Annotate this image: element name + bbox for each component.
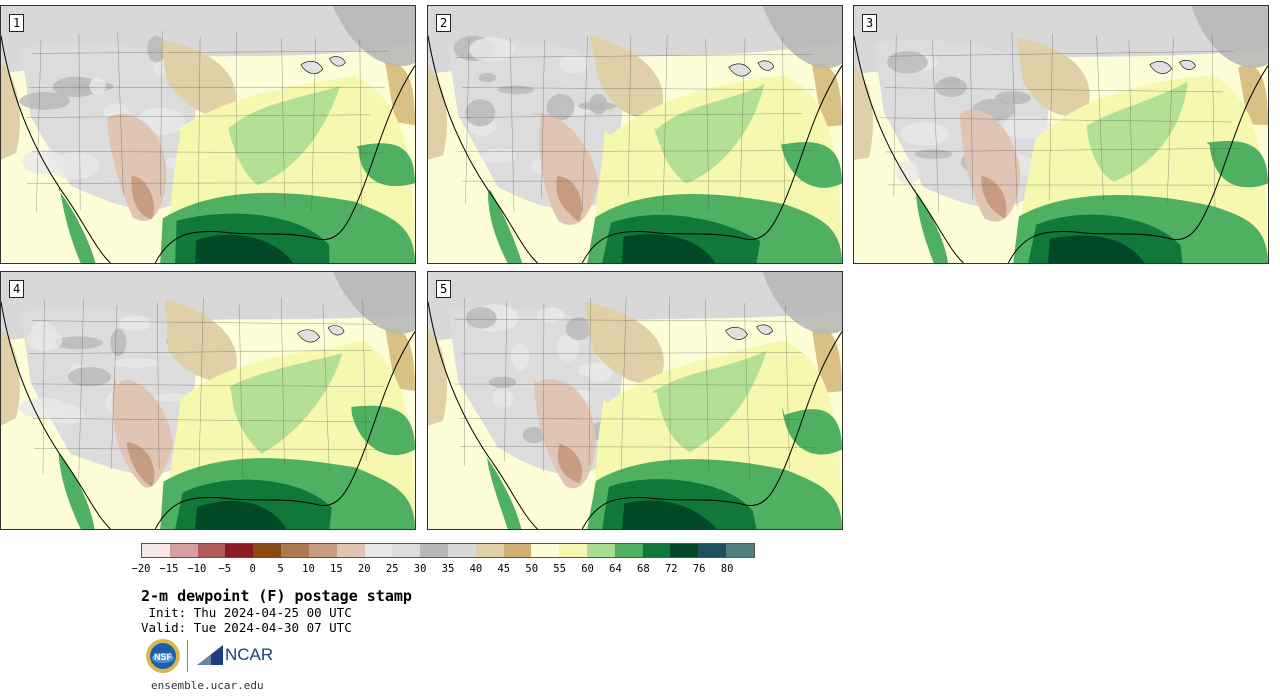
colorbar-tick-label: 55 (553, 563, 566, 575)
dewpoint-map (854, 6, 1268, 263)
colorbar-swatch (670, 544, 699, 557)
dewpoint-map (428, 272, 842, 529)
colorbar-swatch (726, 544, 754, 557)
dewpoint-map (428, 6, 842, 263)
stamp-4[interactable]: 4 (0, 271, 416, 530)
colorbar-tick-label: −15 (159, 563, 179, 575)
colorbar-swatch (587, 544, 615, 557)
colorbar-tick-label: 68 (637, 563, 650, 575)
logo-divider (187, 640, 188, 672)
colorbar-swatch (364, 544, 393, 557)
colorbar-tick-label: 45 (497, 563, 511, 575)
colorbar-tick-label: 72 (664, 563, 678, 575)
page-title: 2-m dewpoint (F) postage stamp (141, 587, 412, 605)
colorbar-swatch (225, 544, 254, 557)
colorbar-swatch (447, 544, 476, 557)
stamp-number: 1 (9, 14, 25, 32)
colorbar-tick-label: 60 (581, 563, 594, 575)
colorbar-swatch (503, 544, 532, 557)
colorbar-tick-label: 64 (609, 563, 622, 575)
colorbar-tick-label: 76 (692, 563, 706, 575)
colorbar-tick-label: 50 (525, 563, 539, 575)
ncar-logo: NCAR (197, 644, 273, 666)
stamp-number: 5 (436, 280, 452, 298)
colorbar-tick-label: 35 (441, 563, 455, 575)
colorbar-tick-label: −20 (131, 563, 151, 575)
colorbar-swatch (169, 544, 198, 557)
colorbar-tick-label: 80 (720, 563, 734, 575)
valid-time: Valid: Tue 2024-04-30 07 UTC (141, 620, 352, 635)
stamp-3[interactable]: 3 (853, 5, 1269, 264)
stamp-2[interactable]: 2 (427, 5, 843, 264)
nsf-logo: NSF (146, 639, 180, 673)
nsf-logo-text: NSF (154, 652, 173, 662)
ncar-logo-mark (197, 645, 223, 665)
colorbar-tick-label: −10 (187, 563, 207, 575)
colorbar-swatch (420, 544, 448, 557)
colorbar-swatch (475, 544, 504, 557)
colorbar (141, 543, 755, 558)
colorbar-swatch (253, 544, 282, 557)
stamp-number: 4 (9, 280, 25, 298)
stamp-number: 2 (436, 14, 452, 32)
colorbar-swatch (281, 544, 309, 557)
site-url[interactable]: ensemble.ucar.edu (151, 679, 264, 692)
colorbar-swatch (392, 544, 421, 557)
colorbar-swatch (614, 544, 643, 557)
colorbar-tick-label: 5 (277, 563, 284, 575)
colorbar-swatch (642, 544, 671, 557)
stamp-1[interactable]: 1 (0, 5, 416, 264)
colorbar-tick-label: 30 (413, 563, 427, 575)
colorbar-tick-label: −5 (218, 563, 232, 575)
colorbar-tick-label: 20 (357, 563, 371, 575)
colorbar-swatch (698, 544, 727, 557)
colorbar-tick-labels: −20 −15 −10 −5 0 5 10 15 20 25 30 35 40 45 50 55 60 64 68 7… (131, 563, 771, 577)
ncar-logo-text: NCAR (225, 645, 274, 664)
colorbar-tick-label: 15 (330, 563, 343, 575)
dewpoint-map (1, 6, 415, 263)
colorbar-swatch (531, 544, 560, 557)
colorbar-tick-label: 10 (302, 563, 315, 575)
stamp-number: 3 (862, 14, 878, 32)
stamp-5[interactable]: 5 (427, 271, 843, 530)
colorbar-tick-label: 0 (249, 563, 256, 575)
init-time: Init: Thu 2024-04-25 00 UTC (141, 605, 352, 620)
colorbar-tick-label: 40 (469, 563, 483, 575)
colorbar-tick-label: 25 (385, 563, 399, 575)
dewpoint-map (1, 272, 415, 529)
colorbar-swatch (308, 544, 337, 557)
colorbar-swatch (197, 544, 226, 557)
colorbar-swatch (142, 544, 170, 557)
colorbar-swatch (559, 544, 587, 557)
colorbar-swatch (336, 544, 365, 557)
